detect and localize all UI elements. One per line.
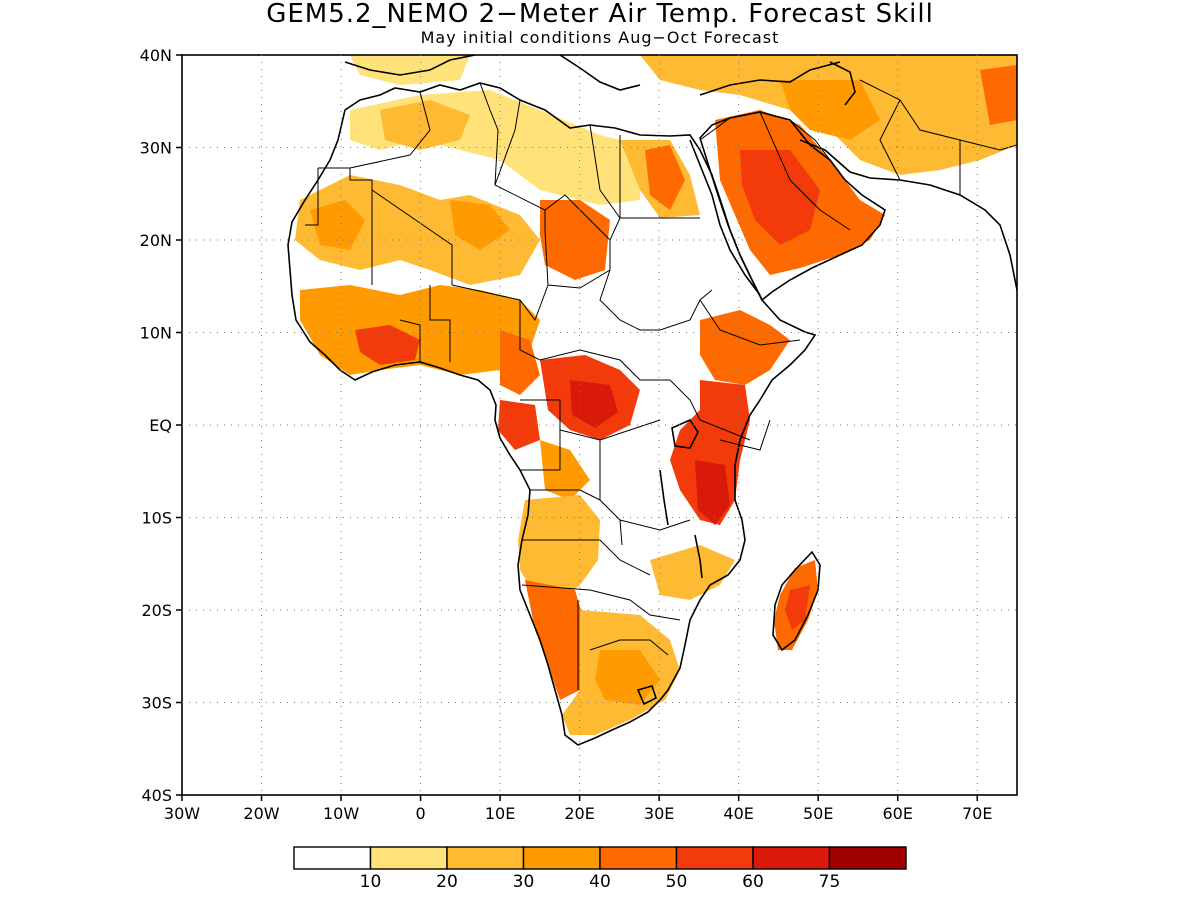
skill-area — [500, 330, 540, 395]
colorbar-swatch — [522, 846, 601, 870]
skill-area — [350, 55, 470, 85]
colorbar-swatch — [446, 846, 525, 870]
x-tick-label: 10E — [485, 804, 515, 823]
colorbar-label: 60 — [742, 872, 764, 892]
skill-area — [645, 145, 685, 210]
skill-area — [380, 100, 470, 150]
y-tick-label: 10S — [141, 509, 172, 528]
x-tick-label: 20E — [564, 804, 594, 823]
x-tick-label: 20W — [243, 804, 279, 823]
colorbar-swatch — [369, 846, 448, 870]
country-borders-layer — [305, 79, 1017, 690]
colorbar-swatch — [752, 846, 831, 870]
x-tick-label: 0 — [415, 804, 425, 823]
africa-coastline — [287, 82, 817, 746]
y-tick-label: 40S — [141, 786, 172, 805]
skill-shading-layer — [295, 55, 1017, 735]
madagascar-coastline — [772, 550, 821, 652]
colorbar-swatch — [599, 846, 678, 870]
arabia-coastline — [699, 111, 886, 302]
lesotho-outline — [636, 685, 657, 706]
skill-area — [700, 310, 790, 385]
skill-area — [695, 460, 730, 525]
y-tick-label: 10N — [140, 324, 172, 343]
lake-victoria — [671, 418, 699, 449]
colorbar-label: 75 — [819, 872, 841, 892]
skill-area — [525, 580, 590, 700]
skill-area — [595, 650, 660, 705]
colorbar-label: 40 — [589, 872, 611, 892]
y-tick-label: 20S — [141, 601, 172, 620]
coastline-layer — [287, 55, 1017, 746]
caspian-coastline — [829, 61, 856, 106]
x-tick-label: 10W — [323, 804, 359, 823]
lake-tanganyika — [659, 469, 669, 526]
chart-title: GEM5.2_NEMO 2−Meter Air Temp. Forecast S… — [266, 0, 934, 29]
skill-area — [670, 380, 750, 525]
colorbar-label: 50 — [666, 872, 688, 892]
x-tick-label: 30W — [164, 804, 200, 823]
skill-area — [780, 80, 880, 140]
y-axis: 40N 30N 20N 10N EQ 10S 20S 30S 40S — [140, 46, 182, 805]
chart-subtitle: May initial conditions Aug−Oct Forecast — [420, 28, 780, 47]
colorbar-swatch — [293, 846, 372, 870]
y-tick-label: 30S — [141, 694, 172, 713]
x-tick-label: 70E — [962, 804, 992, 823]
colorbar-label: 20 — [436, 872, 458, 892]
lake-malawi — [694, 534, 703, 579]
y-tick-label: 20N — [140, 231, 172, 250]
skill-area — [980, 65, 1017, 125]
x-tick-label: 30E — [644, 804, 674, 823]
border-lines — [305, 79, 1017, 690]
x-tick-label: 60E — [882, 804, 912, 823]
skill-area — [540, 440, 590, 500]
x-tick-label: 40E — [723, 804, 753, 823]
colorbar-swatch — [675, 846, 754, 870]
skill-area — [650, 545, 735, 600]
colorbar-label: 10 — [360, 872, 382, 892]
y-tick-label: 30N — [140, 139, 172, 158]
y-tick-label: 40N — [140, 46, 172, 65]
skill-area — [310, 200, 365, 250]
red-sea-coastline — [689, 139, 761, 296]
skill-area — [295, 175, 540, 285]
colorbar: 10 20 30 40 50 60 75 — [293, 846, 907, 892]
skill-area — [450, 200, 510, 250]
skill-area — [740, 150, 820, 245]
gridlines — [182, 55, 1017, 795]
mediterranean-north-coastline — [344, 55, 841, 96]
skill-area — [785, 585, 810, 630]
x-axis: 30W 20W 10W 0 10E 20E 30E 40E 50E 60E 70E — [164, 795, 992, 823]
y-tick-label: EQ — [149, 416, 172, 435]
colorbar-swatch — [828, 846, 907, 870]
colorbar-label: 30 — [513, 872, 535, 892]
iran-coastline — [799, 139, 1017, 291]
x-tick-label: 50E — [803, 804, 833, 823]
skill-area — [355, 325, 420, 365]
skill-area — [570, 380, 618, 428]
